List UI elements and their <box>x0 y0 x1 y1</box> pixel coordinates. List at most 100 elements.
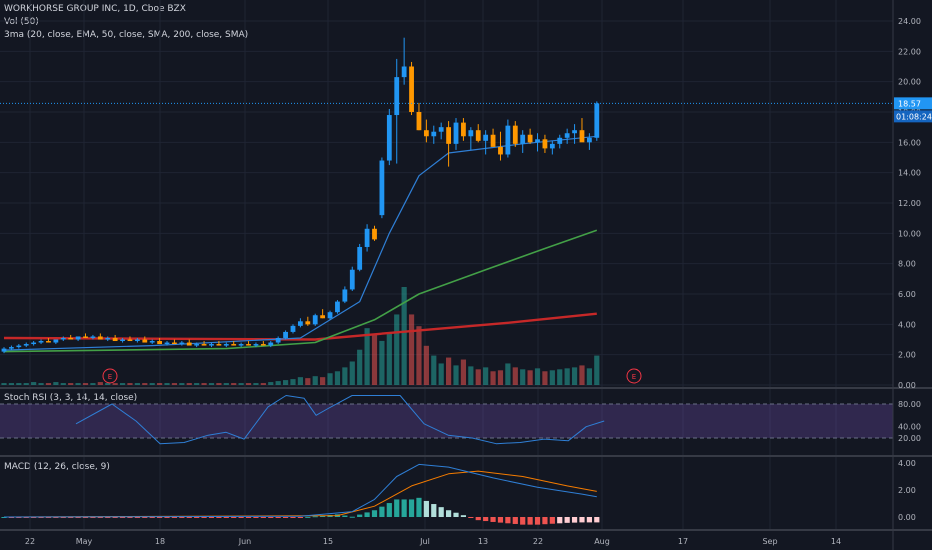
candle-body-49 <box>364 228 370 247</box>
volume-bar-46 <box>342 367 348 385</box>
candle-body-79 <box>586 137 592 143</box>
volume-bar-77 <box>571 367 578 385</box>
candle-body-80 <box>594 103 600 138</box>
volume-bar-43 <box>320 377 326 385</box>
volume-bar-67 <box>497 370 504 385</box>
macd-hist-21 <box>157 517 163 518</box>
candle-body-27 <box>201 344 207 346</box>
volume-bar-26 <box>194 383 200 385</box>
macd-hist-14 <box>105 517 111 518</box>
macd-hist-7 <box>53 517 59 518</box>
macd-series <box>1 463 600 525</box>
volume-bar-50 <box>371 334 378 385</box>
candle-body-58 <box>431 131 437 137</box>
candle-body-26 <box>194 344 200 346</box>
macd-hist-41 <box>305 516 311 518</box>
candle-body-29 <box>216 344 222 346</box>
time-tick-6: 13 <box>478 537 488 546</box>
candle-body-53 <box>394 77 400 116</box>
volume-bar-71 <box>527 370 533 385</box>
macd-hist-31 <box>231 517 237 518</box>
volume-bar-3 <box>23 383 29 385</box>
volume-bar-41 <box>305 378 311 385</box>
macd-hist-29 <box>216 517 222 518</box>
volume-bar-45 <box>334 371 341 385</box>
volume-bar-15 <box>112 383 118 385</box>
volume-bar-10 <box>75 383 81 385</box>
macd-hist-27 <box>201 517 207 518</box>
price-tick-5: 10.00 <box>898 229 921 238</box>
price-tick-3: 6.00 <box>898 290 916 299</box>
volume-bar-66 <box>490 371 496 385</box>
volume-bar-80 <box>594 355 600 385</box>
macd-hist-20 <box>149 517 155 518</box>
price-axis[interactable]: 0.00 2.00 4.00 6.00 8.00 10.00 12.00 14.00 16.00… <box>898 17 921 522</box>
volume-bar-19 <box>142 383 148 385</box>
stoch-tick-2: 80.00 <box>898 400 921 409</box>
candle-body-54 <box>401 66 407 78</box>
time-axis[interactable]: 22 May 18 Jun 15 Jul 13 22 Aug 17 Sep 14 <box>25 537 841 546</box>
candle-body-18 <box>134 339 140 342</box>
moving-average-legend[interactable]: 3ma (20, close, EMA, 50, close, SMA, 200… <box>4 30 249 40</box>
macd-tick-1: 2.00 <box>898 486 916 495</box>
candle-body-10 <box>75 336 81 340</box>
volume-bar-78 <box>579 365 585 385</box>
stoch-tick-1: 40.00 <box>898 423 921 432</box>
volume-bars <box>1 287 600 385</box>
countdown-value: 01:08:24 <box>896 112 932 121</box>
volume-bar-30 <box>223 383 229 385</box>
stoch-rsi-legend[interactable]: Stoch RSI (3, 3, 14, 14, close) <box>4 393 138 403</box>
volume-bar-8 <box>60 383 66 385</box>
volume-legend[interactable]: Vol (50) <box>4 17 39 27</box>
macd-hist-36 <box>268 517 274 518</box>
volume-bar-1 <box>8 383 15 385</box>
time-tick-4: 15 <box>323 537 333 546</box>
macd-hist-11 <box>82 517 89 518</box>
macd-hist-55 <box>408 499 415 517</box>
macd-legend[interactable]: MACD (12, 26, close, 9) <box>4 462 110 472</box>
volume-bar-12 <box>90 383 96 385</box>
candle-body-17 <box>127 339 133 342</box>
candle-body-19 <box>142 339 148 343</box>
volume-bar-21 <box>157 383 163 385</box>
candle-body-38 <box>283 331 288 338</box>
time-tick-9: 17 <box>678 537 688 546</box>
candle-body-4 <box>31 342 37 345</box>
volume-bar-32 <box>238 383 244 385</box>
macd-hist-49 <box>364 512 370 517</box>
time-tick-7: 22 <box>533 537 543 546</box>
candle-body-32 <box>238 344 244 346</box>
macd-hist-28 <box>208 517 215 518</box>
candle-body-14 <box>105 337 111 340</box>
candle-body-7 <box>53 339 59 343</box>
macd-hist-75 <box>557 517 563 524</box>
candle-body-51 <box>379 160 385 216</box>
volume-bar-62 <box>460 359 467 385</box>
macd-hist-51 <box>379 506 385 517</box>
macd-line <box>3 463 597 518</box>
volume-bar-34 <box>253 383 259 385</box>
candle-body-12 <box>90 336 96 338</box>
moving-average-lines <box>3 135 598 353</box>
macd-hist-80 <box>594 517 600 523</box>
time-tick-11: 14 <box>831 537 841 546</box>
candle-body-68 <box>505 125 511 155</box>
macd-hist-60 <box>446 510 452 517</box>
candle-body-77 <box>572 130 577 134</box>
volume-bar-72 <box>534 368 541 385</box>
symbol-legend[interactable]: WORKHORSE GROUP INC, 1D, Cboe BZX <box>4 4 186 14</box>
earnings-marker-label-1: E <box>632 373 636 381</box>
candlestick-series[interactable] <box>1 37 600 354</box>
macd-hist-16 <box>119 517 126 518</box>
candle-body-47 <box>349 269 355 290</box>
volume-bar-7 <box>53 382 59 385</box>
volume-bar-53 <box>394 314 400 385</box>
ema20-line <box>3 135 597 351</box>
macd-hist-54 <box>401 499 407 517</box>
macd-hist-26 <box>194 517 200 518</box>
time-tick-1: May <box>76 537 93 546</box>
volume-bar-2 <box>16 383 22 385</box>
